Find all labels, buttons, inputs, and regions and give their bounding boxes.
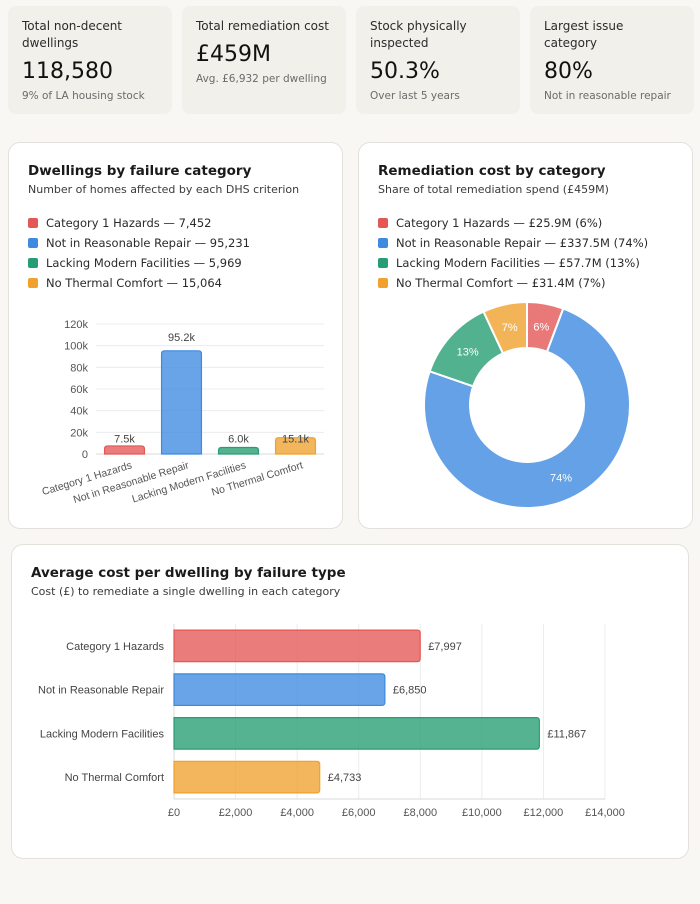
- y-tick-label: 20k: [70, 427, 88, 439]
- bar: [217, 446, 260, 455]
- y-tick-label: 120k: [64, 319, 88, 331]
- data-label: £4,733: [328, 772, 362, 784]
- data-label: 6.0k: [228, 433, 249, 445]
- legend-swatch: [378, 258, 388, 268]
- x-tick-label: £4,000: [280, 807, 314, 819]
- y-tick-label: 40k: [70, 406, 88, 418]
- bar: [274, 437, 317, 455]
- legend-swatch: [28, 258, 38, 268]
- kpi-card-largest-issue: Largest issue category 80% Not in reason…: [530, 6, 694, 114]
- legend-swatch: [28, 278, 38, 288]
- slice-label: 13%: [457, 346, 479, 358]
- legend-swatch: [378, 278, 388, 288]
- bar: [173, 717, 540, 750]
- data-label: £6,850: [393, 685, 427, 697]
- chart-subtitle: Cost (£) to remediate a single dwelling …: [31, 585, 341, 598]
- x-tick-label: £0: [168, 807, 180, 819]
- chart-title: Dwellings by failure category: [28, 163, 252, 179]
- dwellings-chart-card: Dwellings by failure category Number of …: [8, 142, 343, 529]
- y-tick-label: 0: [82, 449, 88, 461]
- legend-swatch: [28, 238, 38, 248]
- kpi-value: 50.3%: [370, 59, 440, 84]
- chart-legend: Category 1 Hazards — 7,452 Not in Reason…: [28, 213, 250, 293]
- kpi-subtext: Not in reasonable repair: [544, 90, 671, 102]
- legend-label: Lacking Modern Facilities — £57.7M (13%): [396, 256, 640, 270]
- legend-item[interactable]: No Thermal Comfort — 15,064: [28, 273, 250, 293]
- kpi-label: Largest issue category: [544, 19, 624, 50]
- data-label: 95.2k: [168, 332, 195, 344]
- legend-label: Category 1 Hazards — 7,452: [46, 216, 212, 230]
- legend-label: Category 1 Hazards — £25.9M (6%): [396, 216, 603, 230]
- data-label: £7,997: [428, 641, 462, 653]
- kpi-subtext: Avg. £6,932 per dwelling: [196, 73, 327, 85]
- donut-slice: [482, 300, 528, 355]
- x-tick-label: £6,000: [342, 807, 376, 819]
- kpi-card-non-decent-dwellings: Total non-decent dwellings 118,580 9% of…: [8, 6, 172, 114]
- bar: [173, 673, 386, 706]
- cost-donut-chart: 6% 74% 13% 7%: [423, 300, 631, 509]
- chart-legend: Category 1 Hazards — £25.9M (6%) Not in …: [378, 213, 648, 293]
- x-tick-label: £14,000: [585, 807, 625, 819]
- legend-label: No Thermal Comfort — £31.4M (7%): [396, 276, 606, 290]
- y-tick-label: 80k: [70, 362, 88, 374]
- x-tick-label: £2,000: [219, 807, 253, 819]
- bar: [160, 350, 203, 455]
- kpi-subtext: 9% of LA housing stock: [22, 90, 145, 102]
- x-tick-label: £8,000: [403, 807, 437, 819]
- y-tick-label: Category 1 Hazards: [66, 641, 164, 653]
- legend-label: Not in Reasonable Repair — £337.5M (74%): [396, 236, 649, 250]
- kpi-label: Total remediation cost: [196, 19, 329, 33]
- y-tick-label: Lacking Modern Facilities: [40, 728, 165, 740]
- slice-label: 6%: [533, 321, 549, 333]
- legend-item[interactable]: Category 1 Hazards — £25.9M (6%): [378, 213, 648, 233]
- legend-item[interactable]: Lacking Modern Facilities — £57.7M (13%): [378, 253, 648, 273]
- legend-label: No Thermal Comfort — 15,064: [46, 276, 222, 290]
- chart-title: Average cost per dwelling by failure typ…: [31, 565, 346, 581]
- y-tick-label: 100k: [64, 341, 88, 353]
- slice-label: 74%: [550, 472, 572, 484]
- cost-donut-card: Remediation cost by category Share of to…: [358, 142, 693, 529]
- legend-item[interactable]: Not in Reasonable Repair — £337.5M (74%): [378, 233, 648, 253]
- kpi-value: 80%: [544, 59, 593, 84]
- kpi-card-stock-inspected: Stock physically inspected 50.3% Over la…: [356, 6, 520, 114]
- legend-label: Lacking Modern Facilities — 5,969: [46, 256, 242, 270]
- kpi-value: £459M: [196, 42, 271, 67]
- y-tick-label: Not in Reasonable Repair: [38, 685, 164, 697]
- kpi-label: Stock physically inspected: [370, 19, 467, 50]
- kpi-card-remediation-cost: Total remediation cost £459M Avg. £6,932…: [182, 6, 346, 114]
- kpi-value: 118,580: [22, 59, 113, 84]
- data-label: 7.5k: [114, 433, 135, 445]
- slice-label: 7%: [502, 322, 518, 334]
- data-label: 15.1k: [282, 433, 309, 445]
- legend-item[interactable]: Not in Reasonable Repair — 95,231: [28, 233, 250, 253]
- legend-swatch: [378, 218, 388, 228]
- avg-cost-bar-chart: £0 £2,000 £4,000 £6,000 £8,000 £10,000 £12,000…: [38, 624, 625, 819]
- x-tick-label: £10,000: [462, 807, 502, 819]
- legend-label: Not in Reasonable Repair — 95,231: [46, 236, 250, 250]
- legend-item[interactable]: Lacking Modern Facilities — 5,969: [28, 253, 250, 273]
- chart-title: Remediation cost by category: [378, 163, 606, 179]
- bar: [173, 760, 321, 794]
- legend-swatch: [378, 238, 388, 248]
- bar: [173, 629, 421, 663]
- kpi-subtext: Over last 5 years: [370, 90, 460, 102]
- legend-item[interactable]: No Thermal Comfort — £31.4M (7%): [378, 273, 648, 293]
- x-tick-label: £12,000: [524, 807, 564, 819]
- data-label: £11,867: [547, 728, 586, 740]
- y-tick-label: 60k: [70, 384, 88, 396]
- chart-subtitle: Number of homes affected by each DHS cri…: [28, 183, 300, 196]
- kpi-label: Total non-decent dwellings: [22, 19, 123, 50]
- chart-subtitle: Share of total remediation spend (£459M): [378, 183, 609, 196]
- legend-item[interactable]: Category 1 Hazards — 7,452: [28, 213, 250, 233]
- legend-swatch: [28, 218, 38, 228]
- y-tick-label: No Thermal Comfort: [65, 772, 164, 784]
- bar: [103, 445, 146, 455]
- avg-cost-chart-card: Average cost per dwelling by failure typ…: [11, 544, 689, 859]
- donut-slice: [423, 307, 631, 509]
